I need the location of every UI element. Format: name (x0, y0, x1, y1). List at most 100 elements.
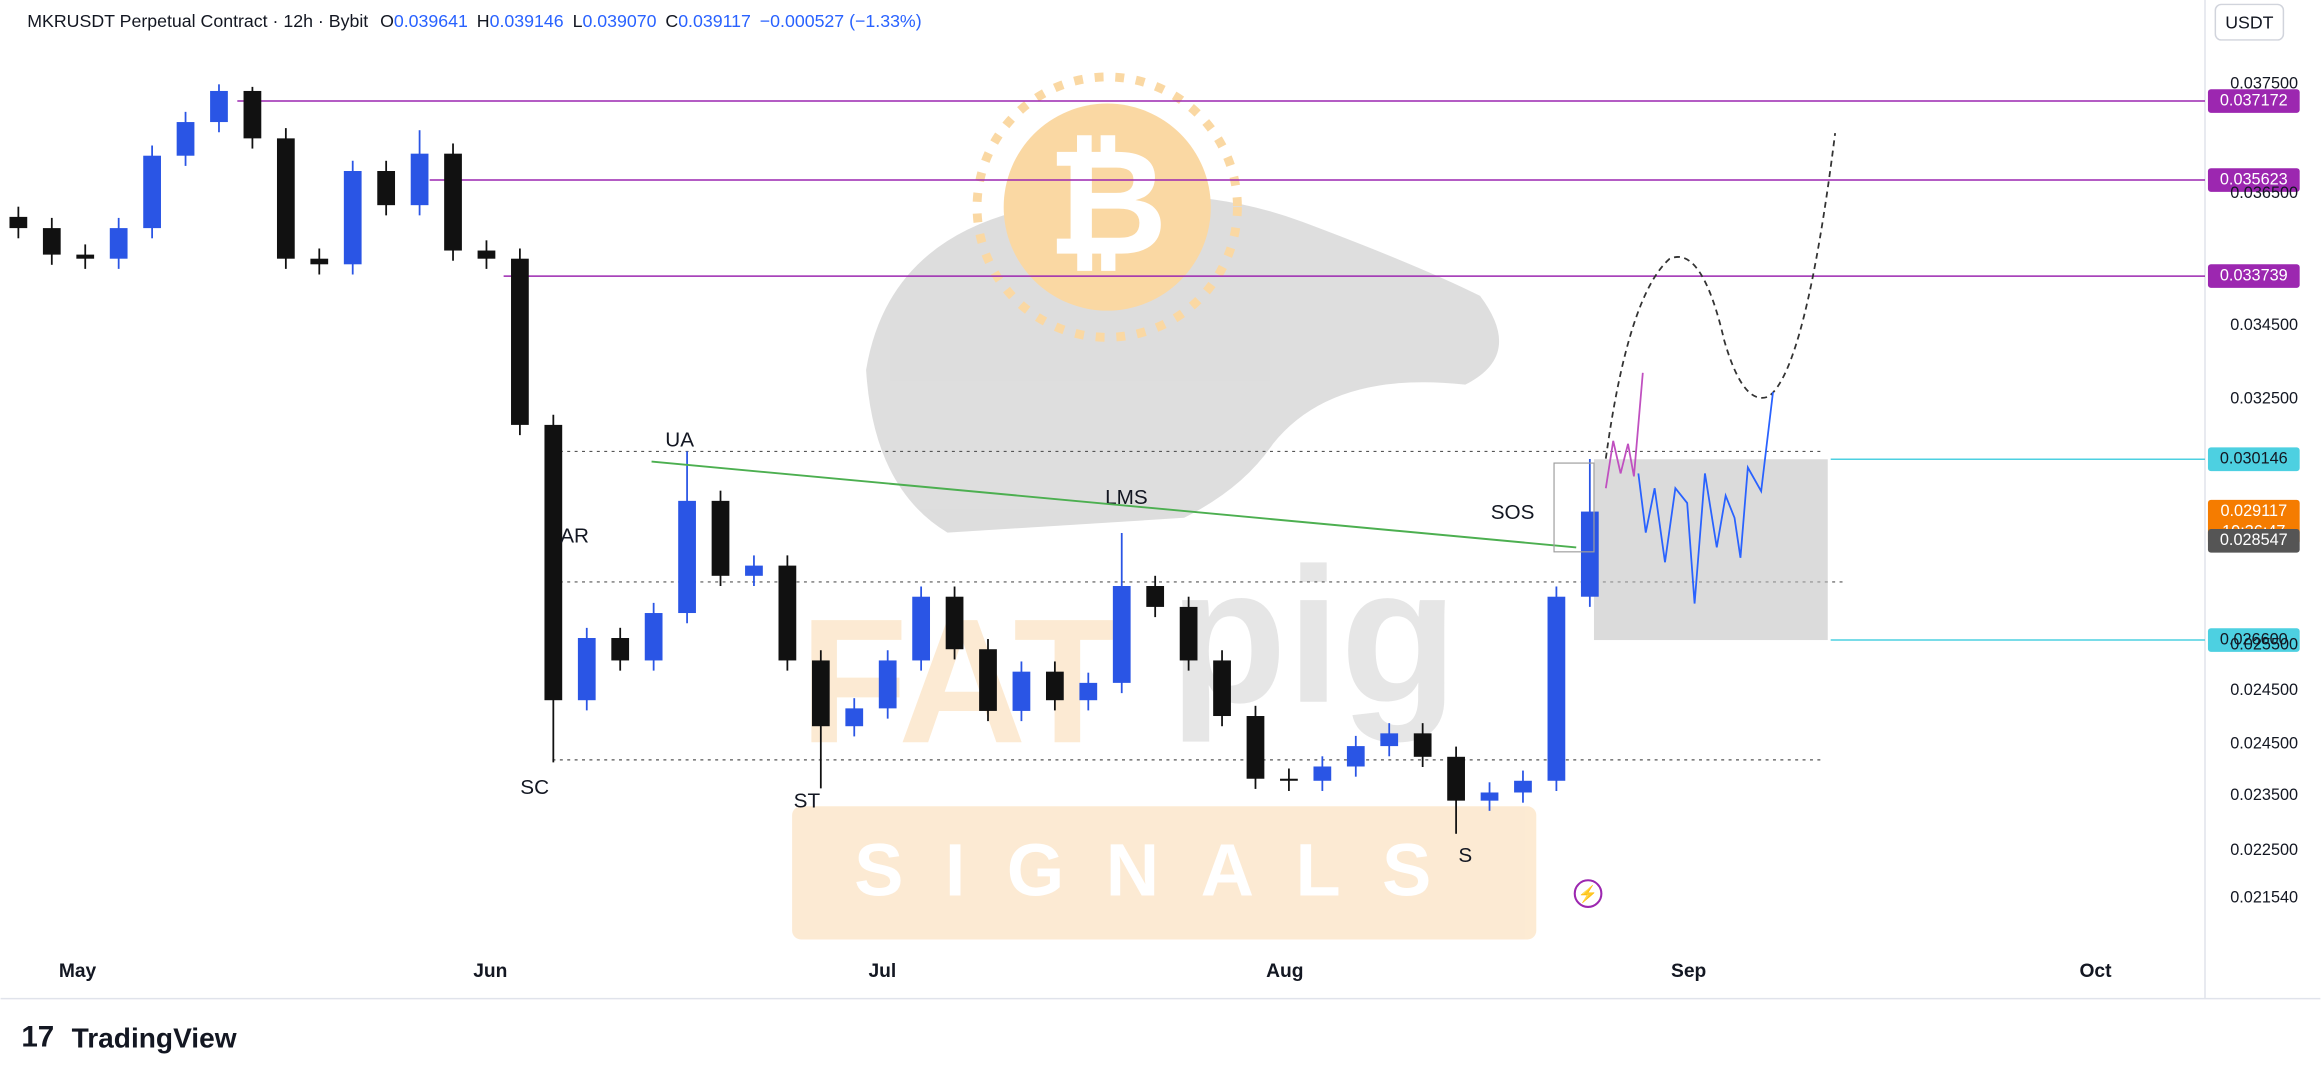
ohlc-value: 0.039641 (394, 11, 468, 31)
candle-body (979, 649, 997, 711)
bull-silhouette (866, 195, 1500, 533)
price-tag (2207, 264, 2300, 288)
price-tag (2207, 528, 2300, 553)
signals-banner (792, 806, 1537, 940)
candle-body (109, 228, 128, 259)
time-axis-label: Jun (473, 961, 507, 982)
wyckoff-annotation: LMS (1105, 486, 1148, 509)
range-box (1553, 462, 1595, 553)
price-tag (2207, 447, 2300, 472)
candle-body (1213, 660, 1231, 717)
coin-symbol: ₿ (1047, 121, 1168, 286)
coin-ring (972, 72, 1242, 342)
ohlc-value: 0.039117 (678, 11, 751, 31)
candle-body (945, 596, 964, 650)
price-scale-label: 0.025500 (2230, 635, 2298, 653)
header: MKRUSDT Perpetual Contract · 12h · Bybit… (27, 11, 921, 31)
blue-path (1637, 391, 1774, 604)
candle-body (42, 228, 61, 255)
time-axis-label: Jul (868, 961, 896, 982)
symbol: MKRUSDT Perpetual Contract · 12h · Bybit (27, 11, 368, 31)
candle-body (811, 660, 830, 727)
ohlc-label: H (477, 11, 490, 31)
projection-drawings: ⚡ (651, 133, 1837, 908)
price-tag-label: 0.035623 (2220, 170, 2288, 188)
candle-body (76, 254, 95, 259)
wyckoff-annotation: AR (560, 525, 589, 548)
candle-body (477, 250, 496, 259)
price-scale-label: 0.021540 (2230, 888, 2298, 906)
price-tag-label: 0.033739 (2220, 266, 2288, 284)
price-scale-label: 0.034500 (2230, 316, 2298, 334)
candle-body (143, 155, 161, 229)
candle-body (678, 500, 696, 614)
price-scale-label: 0.023500 (2230, 786, 2298, 804)
candle-body (1012, 671, 1031, 711)
price-scale-label: 0.036500 (2230, 184, 2298, 202)
candle-body (210, 90, 228, 123)
candle-body (1146, 586, 1165, 607)
candle-body (711, 500, 730, 576)
currency-button[interactable] (2214, 3, 2285, 41)
price-tag-label: 0.026600 (2220, 630, 2288, 648)
candle-body (1280, 778, 1298, 781)
wyckoff-annotation: SOS (1491, 501, 1535, 524)
candle-body (1580, 511, 1599, 597)
candle-body (1112, 586, 1131, 683)
candle-body (845, 708, 864, 727)
candle-body (878, 660, 897, 709)
candle-body (577, 638, 596, 701)
candle-body (243, 90, 262, 139)
candle-body (511, 258, 529, 425)
price-tag-label: 0.028547 (2220, 531, 2288, 549)
price-scale-label: 0.024500 (2230, 734, 2298, 752)
candle-body (1547, 596, 1566, 781)
alert-icon-glyph[interactable]: ⚡ (1578, 884, 1598, 904)
candle-body (644, 613, 663, 661)
price-scale-label: 0.037500 (2230, 75, 2298, 93)
coin (1003, 103, 1211, 311)
candle-body (1447, 756, 1465, 801)
candle-body (276, 138, 295, 259)
candle-body (778, 565, 797, 661)
projection-zone (1593, 459, 1828, 641)
candle-body (1413, 733, 1432, 757)
time-axis-label: Oct (2079, 961, 2112, 982)
candle-body (1380, 733, 1399, 747)
ohlc-value: 0.039146 (490, 11, 564, 31)
brand: TradingView (72, 1022, 237, 1053)
wyckoff-annotation: S (1458, 844, 1472, 867)
time-axis-label: May (59, 961, 97, 982)
price-scale-label: 0.032500 (2230, 390, 2298, 408)
alert-icon[interactable] (1573, 879, 1603, 908)
candle-body (343, 171, 362, 265)
pink-path (1604, 372, 1644, 489)
brand-logo: 17 (21, 1020, 54, 1053)
price-tag (2207, 628, 2300, 652)
candle-body (444, 153, 462, 251)
trend-line (651, 460, 1577, 549)
price-scale-label: 0.024500 (2230, 681, 2298, 699)
price-tag-label: 0.030146 (2220, 450, 2288, 468)
candle-body (377, 171, 396, 206)
candle-body (1079, 682, 1098, 701)
candle-body (1246, 716, 1265, 779)
watermark-text: pig (1169, 528, 1457, 743)
price-tag-label: 0.029117 (2220, 502, 2287, 520)
currency-label[interactable]: USDT (2225, 12, 2273, 32)
price-tag (2207, 168, 2300, 192)
candle-body (1346, 746, 1365, 767)
change: −0.000527 (−1.33%) (760, 11, 922, 31)
candle-body (1480, 792, 1499, 801)
ohlc-value: 0.039070 (582, 11, 656, 31)
price-tag-label: 0.037172 (2220, 91, 2288, 109)
candle-body (912, 596, 931, 661)
time-axis-label: Aug (1266, 961, 1303, 982)
price-scale-label: 0.022500 (2230, 841, 2298, 859)
projection-curve (1604, 133, 1837, 459)
candle-body (310, 258, 329, 265)
candle-body (1179, 606, 1198, 661)
